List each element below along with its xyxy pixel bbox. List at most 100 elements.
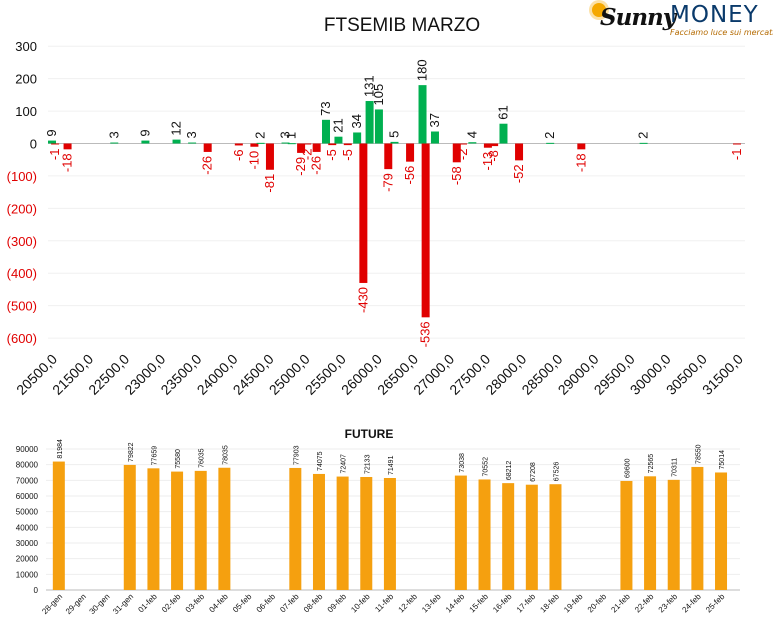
chart2-data-label: 78035: [222, 445, 229, 465]
chart2-bar: [194, 470, 207, 590]
chart2-y-tick-label: 80000: [16, 461, 39, 470]
sunny-money-logo: Sunny MONEY Facciamo luce sui mercati: [592, 2, 773, 38]
chart1-bar: [343, 143, 352, 146]
chart1-data-label: -8: [486, 150, 501, 162]
chart2-x-tick-label: 01-feb: [136, 592, 159, 615]
chart2-bar: [478, 479, 491, 590]
chart1-data-label: -536: [418, 321, 433, 347]
chart2-bar: [715, 472, 728, 590]
chart1-y-tick-label: 200: [15, 72, 37, 87]
chart1-data-label: -10: [246, 151, 261, 170]
chart1-bar: [203, 143, 212, 152]
chart2-data-label: 72407: [341, 454, 348, 474]
chart1-bar: [303, 143, 312, 145]
chart1-bar: [421, 143, 430, 318]
chart1-bar: [287, 143, 296, 145]
chart2-bar: [147, 468, 160, 590]
chart2-bar: [454, 475, 467, 590]
chart2-bar: [549, 484, 562, 590]
chart1-bar: [172, 139, 181, 144]
chart2-data-label: 70552: [483, 457, 490, 477]
chart1-bar: [733, 143, 741, 145]
chart2-x-tick-label: 31-gen: [111, 592, 135, 616]
chart2-bar: [360, 476, 373, 590]
chart2-x-tick-label: 02-feb: [160, 592, 183, 615]
chart1-bar: [63, 143, 72, 150]
chart2-data-label: 71491: [388, 455, 395, 475]
chart1-data-label: -81: [262, 174, 277, 193]
chart1-bar: [483, 143, 492, 148]
chart1-data-label: -29: [293, 157, 308, 176]
chart2-bar: [383, 477, 396, 590]
chart1-y-tick-label: (600): [7, 331, 37, 346]
chart2-x-tick-label: 29-gen: [64, 592, 88, 616]
chart1-bar: [188, 142, 197, 144]
chart1-bar: [334, 136, 343, 144]
chart2-x-tick-label: 15-feb: [468, 592, 491, 615]
chart1-bar: [359, 143, 368, 283]
chart1-y-tick-label: 100: [15, 104, 37, 119]
chart1-bar: [328, 143, 337, 146]
chart2-bar: [502, 483, 515, 590]
chart1-data-label: 4: [464, 131, 479, 138]
chart2-data-label: 75580: [175, 449, 182, 469]
chart1-bar: [353, 132, 362, 144]
chart2-bar: [289, 467, 302, 590]
chart1-data-label: -5: [324, 149, 339, 161]
chart1-bar: [51, 143, 60, 145]
chart2-data-label: 73038: [459, 453, 466, 473]
chart1-bar: [141, 140, 150, 144]
chart2-x-tick-label: 06-feb: [255, 592, 278, 615]
chart1-data-label: 37: [427, 113, 442, 127]
chart1-bar: [468, 142, 477, 144]
chart1-bar: [490, 143, 499, 147]
chart1-data-label: 1: [284, 132, 299, 139]
chart2-y-tick-label: 60000: [16, 492, 39, 501]
chart1-y-tick-label: (500): [7, 299, 37, 314]
chart2-x-tick-label: 19-feb: [562, 592, 585, 615]
chart2-x-tick-label: 08-feb: [302, 592, 325, 615]
chart2-x-tick-label: 04-feb: [207, 592, 230, 615]
chart2-x-tick-label: 21-feb: [609, 592, 632, 615]
chart1-bar: [281, 142, 290, 144]
chart1-data-label: -18: [573, 153, 588, 172]
logo-brand-left: Sunny: [600, 4, 676, 31]
chart1-bar: [499, 123, 508, 144]
chart1-bar: [374, 109, 383, 144]
logo-tagline: Facciamo luce sui mercati: [670, 28, 773, 37]
chart1-bar: [406, 143, 415, 162]
chart2-data-label: 79822: [128, 442, 135, 462]
chart1-bar: [48, 140, 56, 144]
chart1-bar: [384, 143, 393, 170]
chart1-data-label: -26: [309, 156, 324, 175]
chart1-bar: [459, 143, 467, 145]
chart2-y-tick-label: 20000: [16, 555, 39, 564]
chart1-bar: [452, 143, 461, 163]
chart2-x-tick-label: 28-gen: [40, 592, 64, 616]
chart2-y-tick-label: 40000: [16, 523, 39, 532]
chart1-data-label: 3: [106, 131, 121, 138]
ftsemib-options-chart: FTSEMIB MARZO 300 200 100 0 (100) (200) (300) (…: [7, 15, 747, 398]
chart1-bar: [322, 119, 330, 144]
chart2-data-label: 68212: [506, 461, 513, 481]
chart1-data-label: -56: [402, 166, 417, 185]
chart2-data-label: 77659: [151, 446, 158, 466]
chart1-data-label: 61: [495, 105, 510, 119]
chart1-bar: [312, 143, 321, 152]
sun-icon: [592, 3, 606, 17]
chart1-y-tick-label: (300): [7, 234, 37, 249]
chart2-bar: [620, 480, 633, 590]
chart2-bar: [336, 476, 349, 590]
chart2-x-tick-label: 30-gen: [88, 592, 112, 616]
chart2-bar: [218, 467, 231, 590]
chart1-bar: [110, 142, 119, 144]
chart2-data-label: 76035: [199, 448, 206, 468]
chart2-data-label: 72565: [648, 454, 655, 474]
chart2-y-tick-label: 30000: [16, 539, 39, 548]
chart2-bar: [171, 471, 184, 590]
chart2-data-label: 67208: [530, 462, 537, 482]
chart2-bar: [525, 484, 538, 590]
chart1-data-label: 2: [636, 132, 651, 139]
chart2-bar: [52, 461, 65, 590]
chart2-y-tick-label: 90000: [16, 445, 39, 454]
